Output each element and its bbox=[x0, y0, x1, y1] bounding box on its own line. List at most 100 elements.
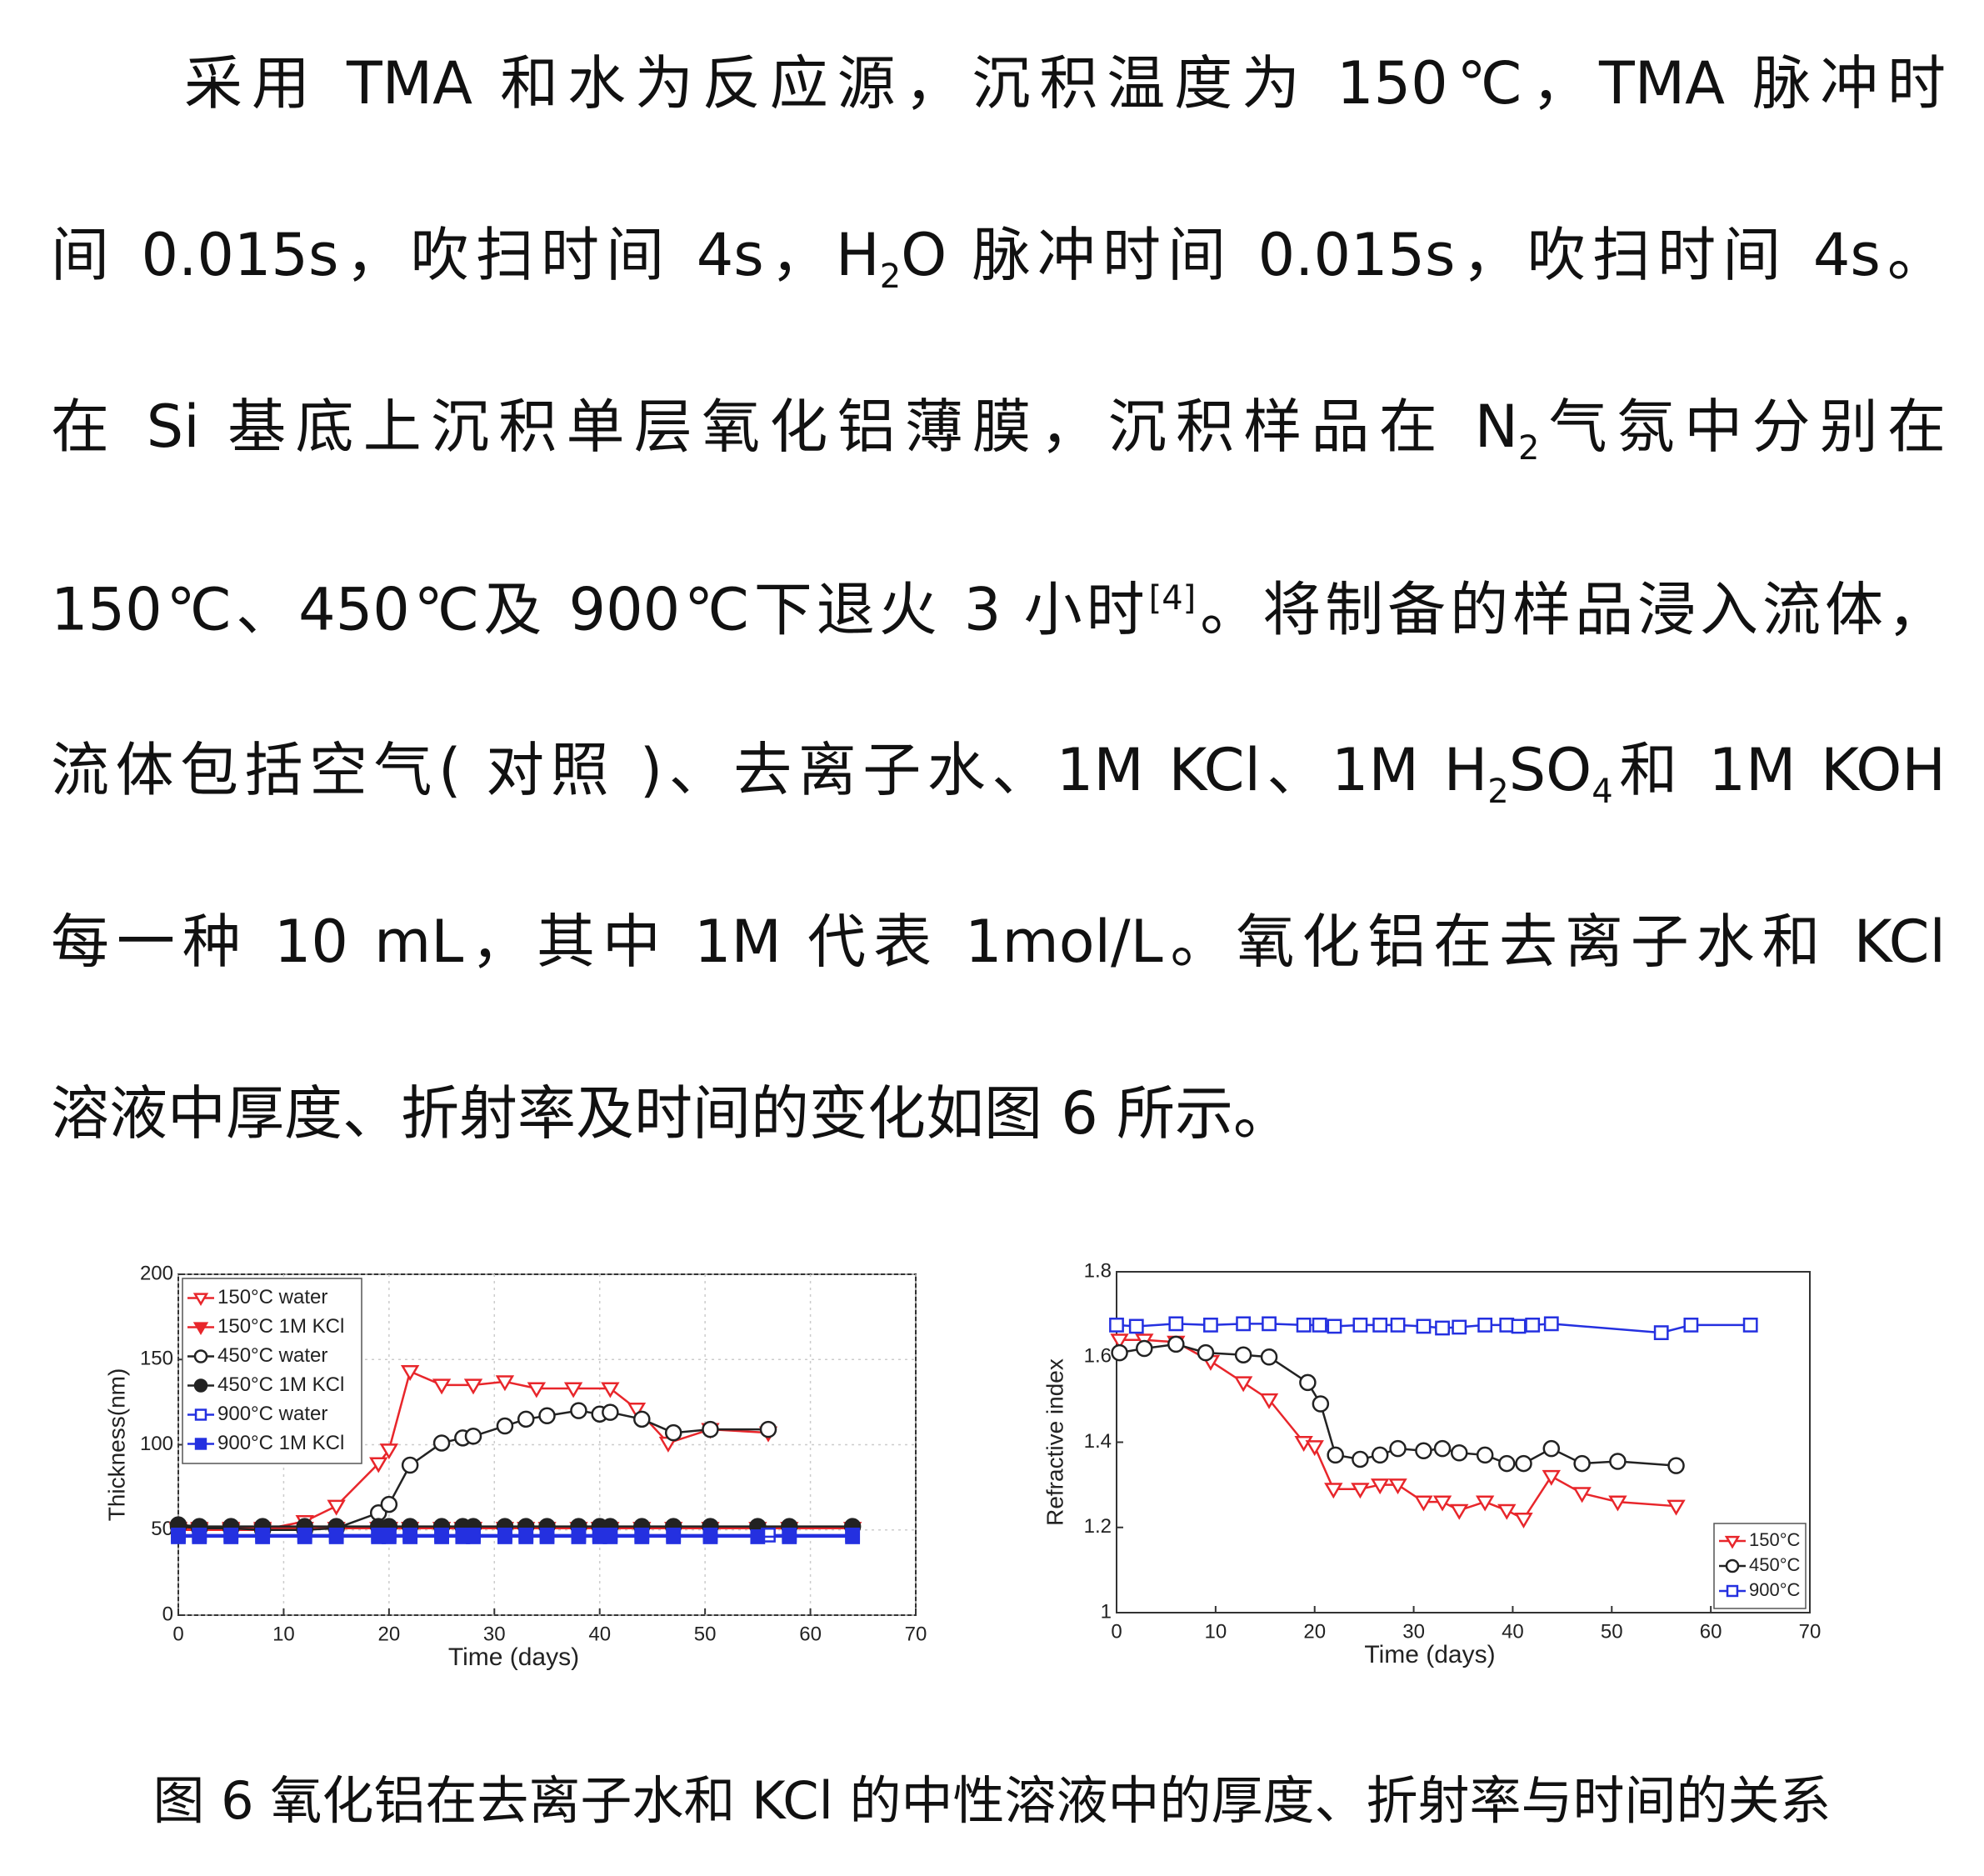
marker bbox=[1432, 1495, 1452, 1512]
marker bbox=[1515, 1454, 1532, 1473]
marker bbox=[634, 1529, 650, 1544]
marker bbox=[1260, 1348, 1278, 1366]
marker bbox=[1525, 1318, 1541, 1333]
text-line: 溶液中厚度、折射率及时间的变化如图 6 所示。 bbox=[51, 1068, 1946, 1239]
marker bbox=[1388, 1478, 1407, 1495]
marker bbox=[1542, 1439, 1561, 1458]
marker bbox=[1327, 1446, 1344, 1464]
y-tick-label: 200 bbox=[140, 1262, 173, 1284]
marker bbox=[1236, 1316, 1252, 1332]
marker bbox=[1414, 1495, 1433, 1512]
x-axis-label: Time (days) bbox=[448, 1643, 579, 1671]
subscript: 4 bbox=[1592, 773, 1613, 811]
x-tick-label: 40 bbox=[588, 1623, 611, 1645]
marker bbox=[171, 1529, 186, 1544]
marker bbox=[1450, 1503, 1469, 1520]
x-tick-label: 40 bbox=[1502, 1620, 1524, 1643]
marker bbox=[495, 1375, 515, 1392]
marker bbox=[1683, 1318, 1699, 1333]
marker bbox=[1511, 1318, 1527, 1334]
series-line bbox=[1119, 1343, 1677, 1467]
marker bbox=[571, 1529, 587, 1544]
text-line: 间 0.015s，吹扫时间 4s，H2O 脉冲时间 0.015s，吹扫时间 4s… bbox=[51, 209, 1946, 381]
marker bbox=[297, 1529, 312, 1544]
marker bbox=[1262, 1316, 1277, 1332]
marker bbox=[1609, 1453, 1627, 1470]
text-line: 在 Si 基底上沉积单层氧化铝薄膜，沉积样品在 N2气氛中分别在 bbox=[51, 381, 1946, 553]
x-tick-label: 10 bbox=[272, 1623, 295, 1645]
text: 。将制备的样品浸入流体， bbox=[1196, 575, 1946, 644]
legend-label: 450°C 1M KCl bbox=[217, 1373, 344, 1396]
marker bbox=[193, 1349, 208, 1363]
x-tick-label: 70 bbox=[905, 1623, 927, 1645]
marker bbox=[1371, 1446, 1389, 1464]
marker bbox=[192, 1529, 207, 1544]
marker bbox=[192, 1293, 209, 1306]
marker bbox=[1312, 1318, 1327, 1333]
text: SO bbox=[1508, 736, 1592, 804]
marker bbox=[1203, 1318, 1218, 1333]
marker bbox=[379, 1443, 399, 1460]
x-axis-label: Time (days) bbox=[1364, 1641, 1495, 1668]
marker bbox=[432, 1434, 451, 1452]
legend-label: 450°C bbox=[1749, 1554, 1801, 1575]
marker bbox=[193, 1378, 208, 1393]
marker bbox=[400, 1365, 420, 1382]
y-tick-label: 1.6 bbox=[1084, 1345, 1112, 1368]
marker bbox=[1259, 1393, 1279, 1409]
marker bbox=[1726, 1584, 1739, 1598]
marker bbox=[192, 1322, 209, 1335]
x-tick-label: 30 bbox=[1402, 1620, 1425, 1643]
x-tick-label: 20 bbox=[1303, 1620, 1326, 1643]
marker bbox=[1542, 1469, 1561, 1486]
marker bbox=[1299, 1373, 1317, 1392]
marker bbox=[1543, 1316, 1559, 1332]
marker bbox=[1724, 1535, 1741, 1549]
marker bbox=[255, 1529, 271, 1544]
text-line: 150℃、450℃及 900℃下退火 3 小时[4]。将制备的样品浸入流体， bbox=[51, 553, 1946, 724]
x-tick-label: 60 bbox=[1700, 1620, 1722, 1643]
marker bbox=[223, 1529, 239, 1544]
marker bbox=[1452, 1319, 1467, 1335]
marker bbox=[369, 1457, 388, 1473]
marker bbox=[1475, 1495, 1495, 1512]
marker bbox=[1477, 1318, 1493, 1333]
text: 和 1M KOH bbox=[1612, 736, 1946, 804]
marker bbox=[845, 1529, 861, 1544]
marker bbox=[1572, 1487, 1592, 1503]
text: O 脉冲时间 0.015s，吹扫时间 4s。 bbox=[901, 221, 1946, 289]
marker bbox=[1197, 1343, 1215, 1362]
marker bbox=[402, 1529, 418, 1544]
y-axis-label: Thickness(nm) bbox=[103, 1368, 129, 1522]
marker bbox=[602, 1403, 619, 1421]
marker bbox=[1435, 1320, 1450, 1336]
legend-label: 450°C water bbox=[217, 1344, 327, 1367]
text: 在 Si 基底上沉积单层氧化铝薄膜，沉积样品在 N bbox=[51, 393, 1518, 461]
marker bbox=[496, 1417, 514, 1435]
y-tick-label: 100 bbox=[140, 1433, 173, 1455]
marker bbox=[463, 1378, 483, 1395]
marker bbox=[1514, 1512, 1533, 1528]
marker bbox=[664, 1423, 682, 1442]
marker bbox=[1450, 1444, 1468, 1462]
marker bbox=[328, 1529, 344, 1544]
marker bbox=[1416, 1318, 1432, 1334]
legend-label: 900°C 1M KCl bbox=[217, 1432, 344, 1454]
marker bbox=[1351, 1483, 1370, 1499]
x-tick-label: 50 bbox=[1601, 1620, 1623, 1643]
text: 采用 TMA 和水为反应源，沉积温度为 150℃，TMA 脉冲时 bbox=[184, 49, 1946, 118]
marker bbox=[1573, 1454, 1591, 1473]
marker bbox=[1233, 1376, 1253, 1393]
x-tick-label: 0 bbox=[172, 1623, 183, 1645]
paragraph: 采用 TMA 和水为反应源，沉积温度为 150℃，TMA 脉冲时间 0.015s… bbox=[51, 38, 1946, 1239]
marker bbox=[517, 1410, 535, 1428]
text-line: 流体包括空气( 对照 )、去离子水、1M KCl、1M H2SO4和 1M KO… bbox=[51, 724, 1946, 896]
marker bbox=[434, 1529, 449, 1544]
text-line: 采用 TMA 和水为反应源，沉积温度为 150℃，TMA 脉冲时 bbox=[51, 38, 1946, 209]
marker bbox=[1499, 1318, 1515, 1333]
marker bbox=[1497, 1503, 1517, 1520]
marker bbox=[759, 1420, 777, 1438]
y-tick-label: 1 bbox=[1101, 1600, 1112, 1623]
